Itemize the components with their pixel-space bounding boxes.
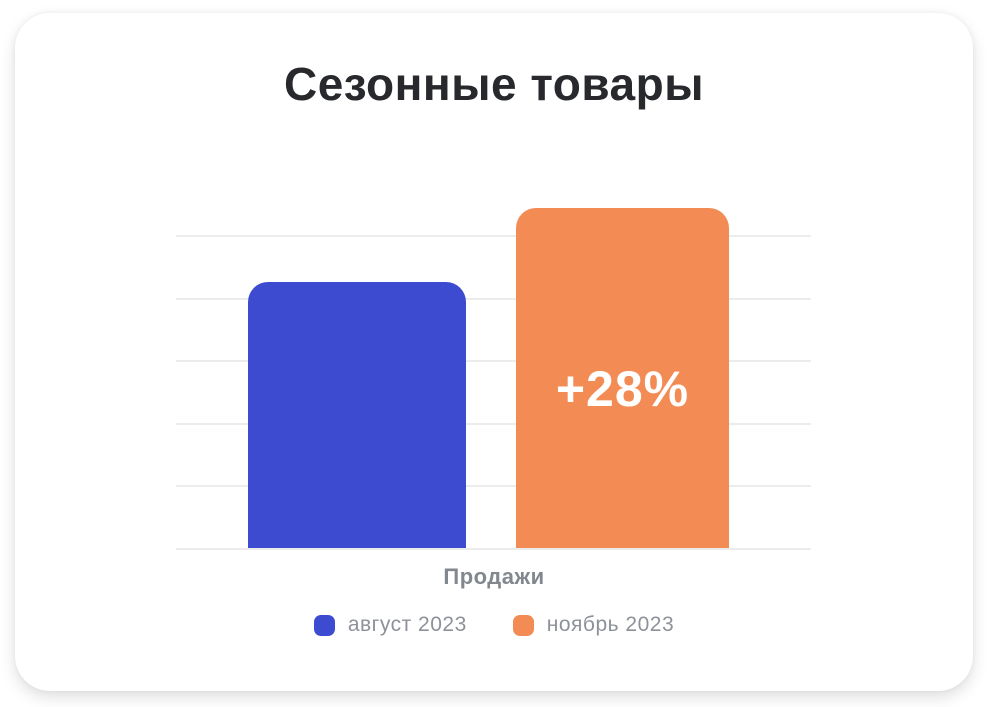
- legend: август 2023 ноябрь 2023: [15, 613, 973, 637]
- gridline: [176, 360, 811, 362]
- gridline: [176, 298, 811, 300]
- chart-title: Сезонные товары: [284, 58, 704, 110]
- bar-august-2023: [248, 282, 466, 548]
- gridline: [176, 548, 811, 550]
- plot-area: +28%: [176, 208, 811, 550]
- gridline: [176, 485, 811, 487]
- gridline: [176, 235, 811, 237]
- gridline: [176, 423, 811, 425]
- legend-item-november: ноябрь 2023: [512, 613, 675, 637]
- bar-november-2023: +28%: [516, 208, 729, 548]
- legend-swatch-august-icon: [313, 614, 335, 636]
- chart-card: Сезонные товары +28% Продажи август 2023…: [15, 13, 973, 691]
- legend-label-august: август 2023: [347, 613, 467, 636]
- bar-annotation-label: +28%: [555, 361, 690, 417]
- legend-swatch-november-icon: [512, 614, 534, 636]
- legend-item-august: август 2023: [313, 613, 467, 637]
- legend-label-november: ноябрь 2023: [546, 613, 675, 636]
- category-label: Продажи: [443, 564, 545, 589]
